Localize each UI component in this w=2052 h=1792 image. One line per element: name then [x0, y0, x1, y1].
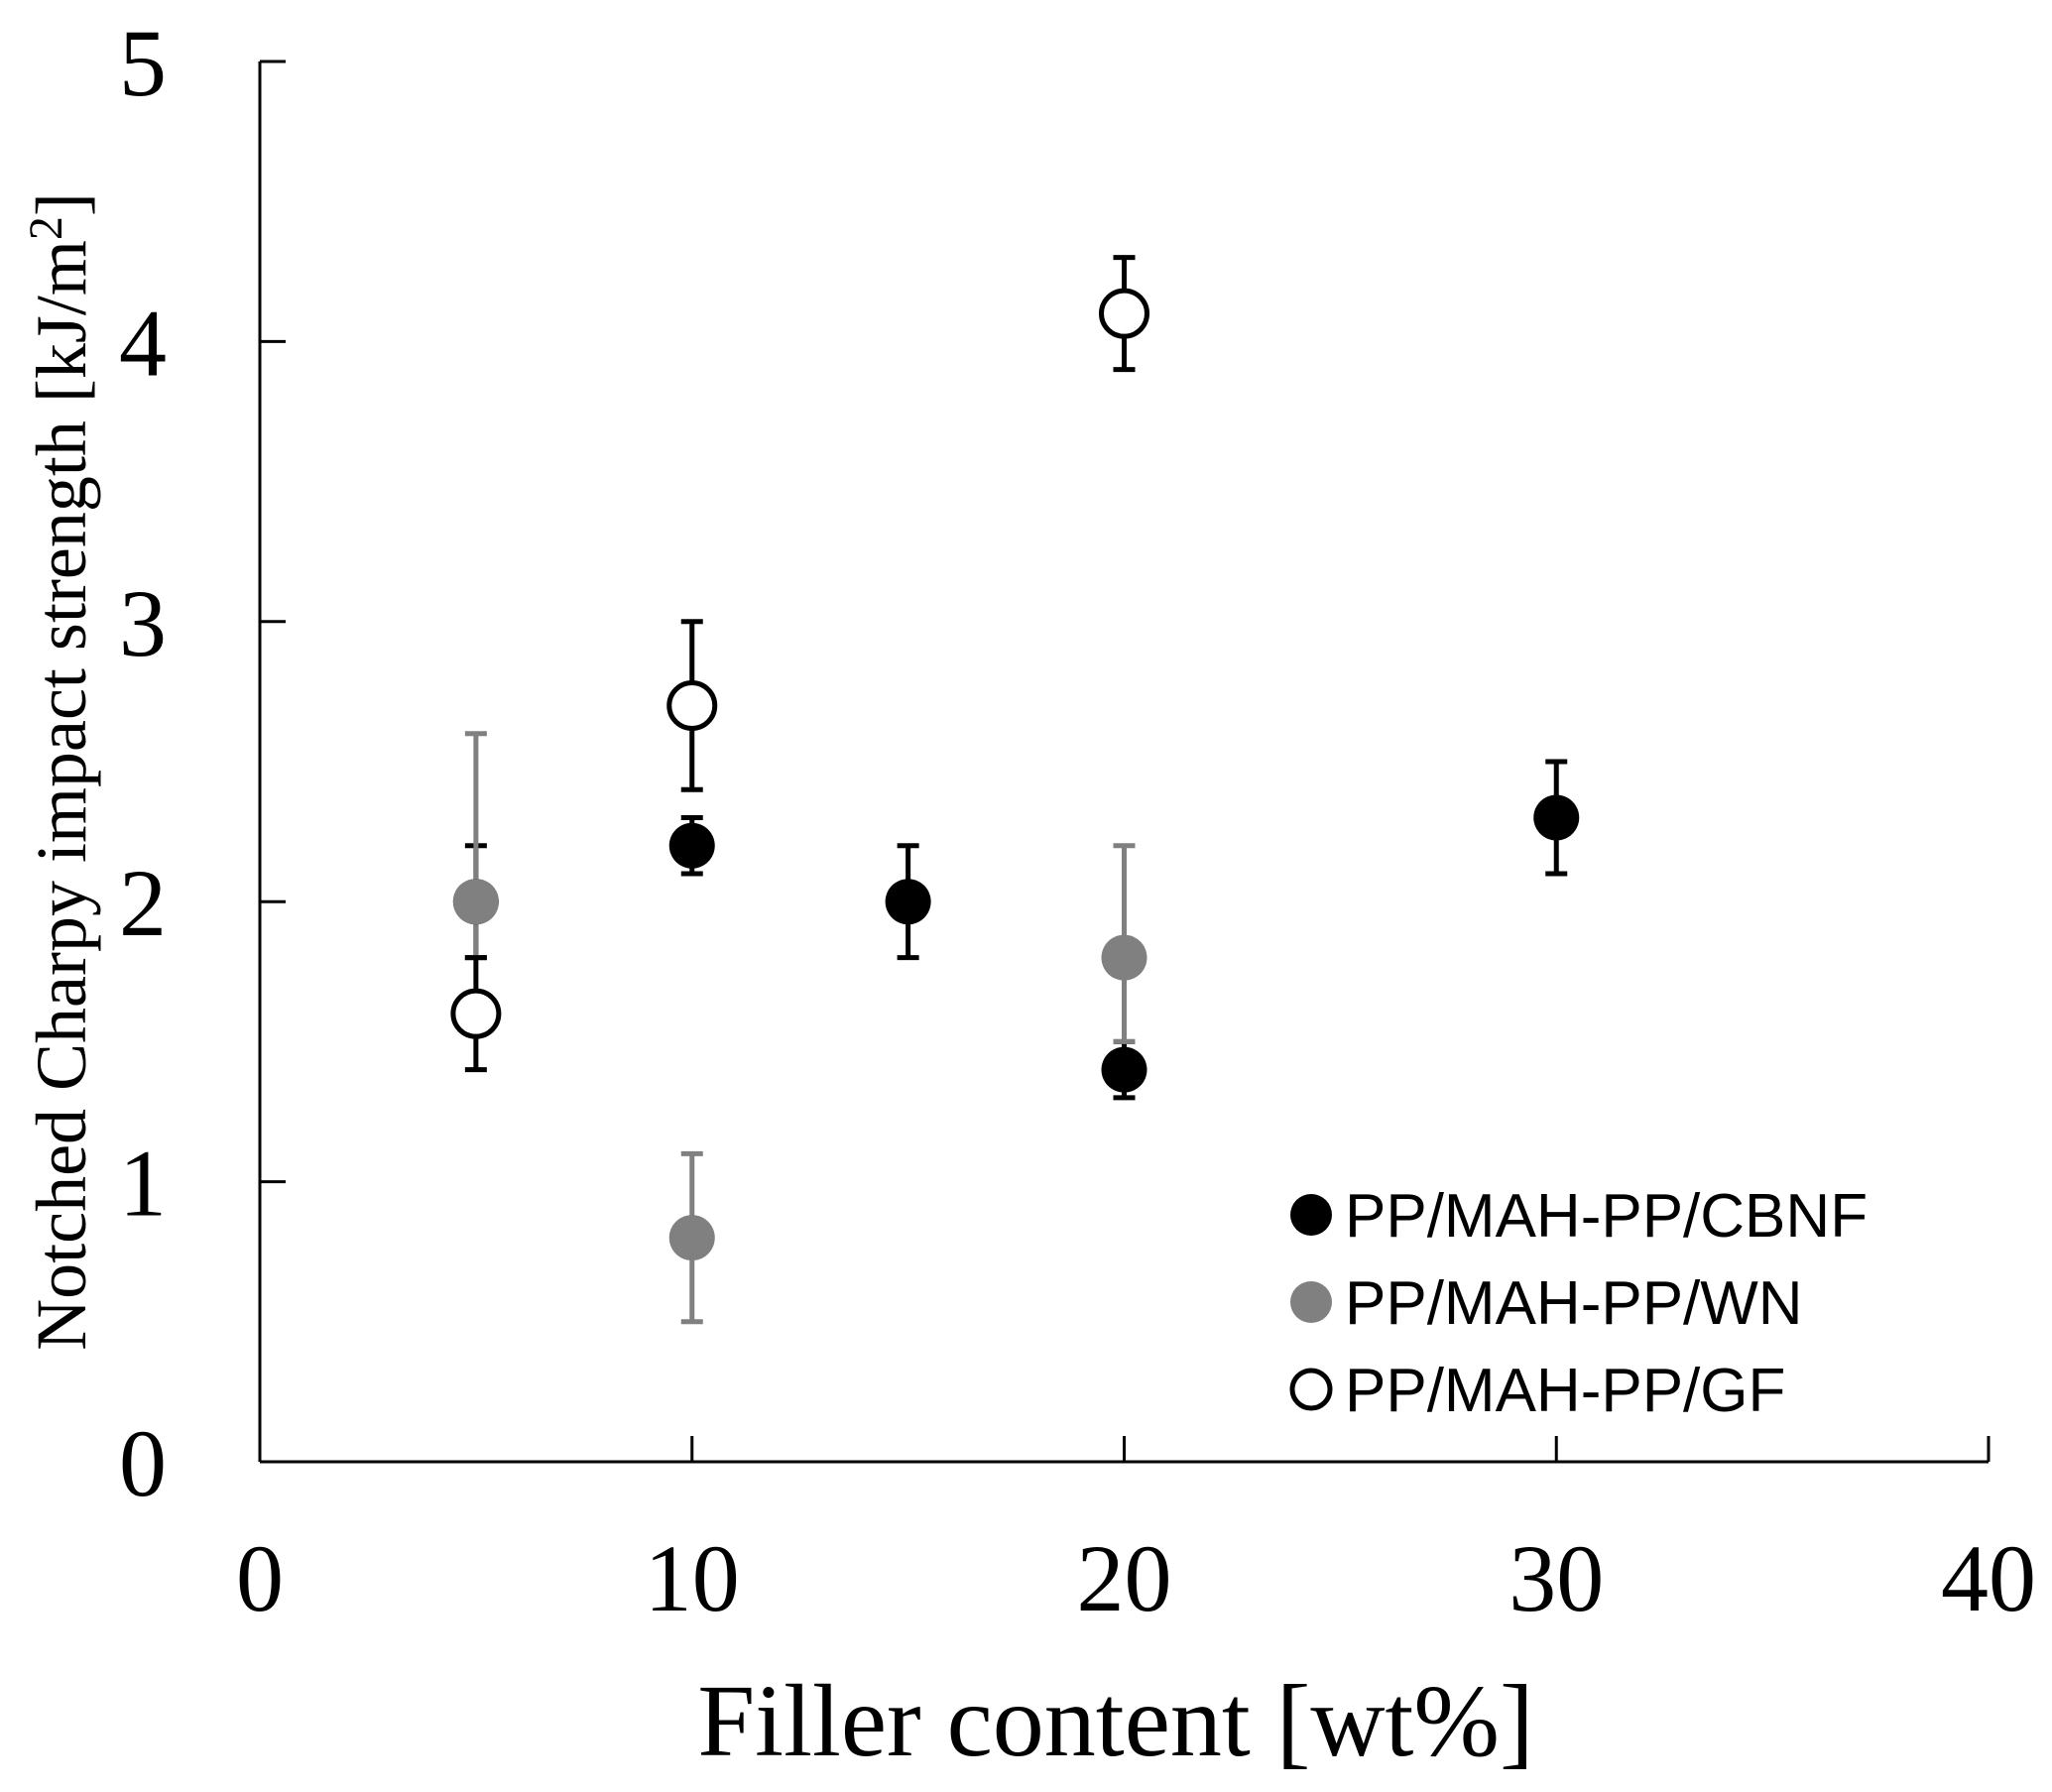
y-axis-title-close: ]	[22, 192, 101, 216]
data-point-2	[666, 680, 718, 732]
legend-marker	[1289, 1368, 1333, 1411]
x-tick-label: 30	[1509, 1525, 1604, 1631]
y-tick-label: 4	[119, 290, 167, 396]
x-tick-label: 0	[236, 1525, 284, 1631]
legend-label: PP/MAH-PP/CBNF	[1345, 1182, 1868, 1251]
x-tick-label: 20	[1077, 1525, 1172, 1631]
y-tick-label: 0	[119, 1410, 167, 1516]
y-axis-title-superscript: 2	[20, 216, 72, 240]
error-bars	[464, 255, 1568, 1325]
y-tick-label: 3	[119, 570, 167, 676]
x-tick-label: 40	[1941, 1525, 2036, 1631]
legend-marker	[1290, 1281, 1332, 1323]
data-point-2	[450, 988, 502, 1039]
legend-label: PP/MAH-PP/GF	[1345, 1357, 1785, 1425]
data-point-0	[1101, 1046, 1147, 1093]
data-point-0	[1533, 794, 1580, 841]
data-point-1	[1101, 934, 1147, 981]
legend-marker	[1290, 1194, 1332, 1236]
data-point-2	[1099, 288, 1149, 339]
y-axis-title-main: Notched Charpy impact strength [kJ/m	[22, 240, 101, 1351]
y-tick-label: 1	[119, 1131, 167, 1237]
x-tick-label: 10	[645, 1525, 740, 1631]
series-layer	[450, 255, 1580, 1325]
data-point-1	[668, 1215, 715, 1261]
markers	[450, 288, 1580, 1261]
x-axis-title: Filler content [wt%]	[697, 1664, 1533, 1778]
tick-labels: 0 1 2 3 4 5 0 10 20 30 40	[119, 10, 2036, 1631]
data-point-1	[452, 879, 499, 925]
axes	[258, 60, 1991, 1464]
legend: PP/MAH-PP/CBNF PP/MAH-PP/WN PP/MAH-PP/GF	[1289, 1182, 1868, 1425]
y-tick-label: 5	[119, 10, 167, 116]
data-point-0	[885, 879, 931, 925]
data-point-0	[668, 822, 715, 869]
y-axis-title: Notched Charpy impact strength [kJ/m2]	[20, 192, 101, 1351]
legend-label: PP/MAH-PP/WN	[1345, 1269, 1803, 1338]
y-tick-label: 2	[119, 850, 167, 956]
